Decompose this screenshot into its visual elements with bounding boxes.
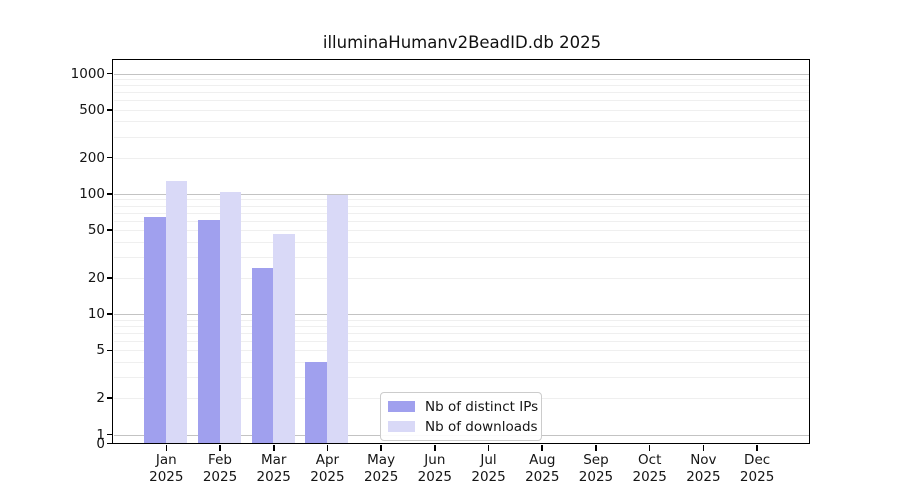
chart-title: illuminaHumanv2BeadID.db 2025 (322, 33, 602, 52)
x-tick (541, 445, 544, 451)
y-tick-label: 20 (87, 269, 105, 286)
y-tick-label: 5 (96, 342, 105, 359)
legend-swatch-distinct-ips (388, 401, 415, 412)
x-tick-label: May 2025 (363, 452, 399, 485)
legend-item-downloads: Nb of downloads (388, 418, 538, 435)
gridline-minor (114, 220, 810, 222)
gridline-minor (114, 79, 810, 81)
bar-jan-distinct-ips (144, 217, 166, 443)
x-tick-label: Jan 2025 (149, 452, 184, 485)
y-tick (106, 109, 113, 111)
y-tick (106, 277, 113, 279)
x-tick-label: Mar 2025 (256, 452, 291, 485)
y-tick (106, 442, 113, 445)
x-tick (434, 445, 436, 451)
plot-area (114, 61, 810, 443)
x-tick-label: Feb 2025 (202, 452, 238, 485)
gridline-minor (114, 350, 810, 352)
y-tick-label: 50 (87, 222, 105, 239)
bar-feb-downloads (219, 191, 241, 443)
bar-jan-downloads (165, 181, 188, 443)
y-tick (106, 313, 113, 315)
y-tick-label: 1 (96, 426, 105, 443)
y-tick-label: 0 (96, 435, 105, 452)
y-tick-label: 100 (79, 185, 105, 202)
y-tick (106, 397, 113, 400)
gridline-minor (114, 325, 810, 327)
legend-swatch-downloads (388, 421, 415, 432)
gridline-major (114, 193, 810, 195)
y-tick-label: 2 (96, 390, 105, 407)
x-tick-label: Aug 2025 (525, 452, 560, 485)
gridline-minor (114, 377, 810, 379)
x-tick-label: Dec 2025 (739, 452, 775, 485)
y-tick (106, 156, 113, 159)
legend-label-downloads: Nb of downloads (425, 418, 538, 435)
gridline-minor (114, 109, 810, 111)
x-tick (702, 445, 705, 451)
gridline-minor (114, 136, 810, 138)
x-tick-label: Jul 2025 (471, 452, 506, 485)
x-tick (756, 445, 758, 451)
y-tick (106, 193, 113, 195)
gridline-minor (114, 256, 810, 258)
gridline-minor (114, 332, 810, 334)
gridline-minor (114, 241, 810, 243)
y-tick-label: 200 (79, 149, 105, 166)
gridline-minor (114, 85, 810, 87)
x-tick-label: Apr 2025 (310, 452, 345, 485)
bar-feb-distinct-ips (198, 219, 220, 443)
gridline-minor (114, 92, 810, 94)
x-tick-label: Sep 2025 (578, 452, 614, 485)
x-tick-label: Nov 2025 (686, 452, 721, 485)
gridline-minor (114, 362, 810, 364)
gridline-minor (114, 319, 810, 321)
legend-label-distinct-ips: Nb of distinct IPs (425, 398, 539, 415)
gridline-minor (114, 212, 810, 214)
gridline-minor (114, 205, 810, 207)
y-tick-label: 500 (79, 101, 105, 118)
x-tick (165, 445, 168, 451)
gridline-minor (114, 199, 810, 201)
x-tick (380, 445, 382, 451)
gridline-major (114, 73, 810, 75)
x-tick (272, 445, 275, 451)
bar-apr-downloads (326, 195, 349, 443)
bar-mar-downloads (273, 234, 295, 443)
y-tick (106, 72, 113, 75)
x-tick-label: Oct 2025 (632, 452, 667, 485)
gridline-minor (114, 277, 810, 279)
y-tick-label: 1000 (70, 65, 105, 82)
bar-apr-distinct-ips (305, 362, 327, 443)
legend: Nb of distinct IPs Nb of downloads (380, 392, 542, 441)
y-tick (106, 433, 113, 436)
gridline-minor (114, 157, 810, 159)
gridline-minor (114, 340, 810, 342)
gridline-minor (114, 230, 810, 232)
y-tick (106, 229, 113, 231)
gridline-minor (114, 100, 810, 102)
x-tick-label: Jun 2025 (417, 452, 453, 485)
y-tick-label: 10 (87, 306, 105, 323)
x-tick (648, 445, 651, 451)
x-tick (595, 445, 597, 451)
legend-item-distinct-ips: Nb of distinct IPs (388, 398, 538, 415)
bar-mar-distinct-ips (251, 268, 274, 443)
x-tick (326, 445, 329, 451)
x-tick (219, 445, 221, 451)
x-tick (487, 445, 490, 451)
y-tick (106, 349, 113, 352)
gridline-minor (114, 121, 810, 123)
gridline-major (114, 314, 810, 316)
